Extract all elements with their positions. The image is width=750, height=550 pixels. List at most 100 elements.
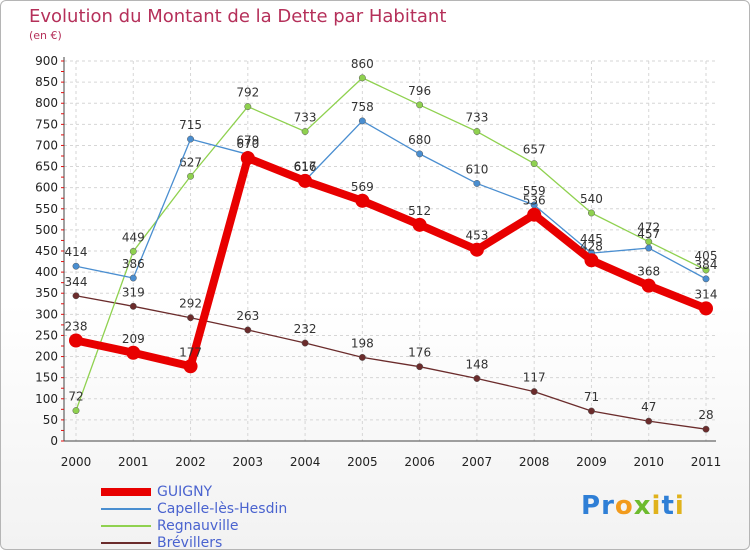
y-tick-label: 700 [35, 138, 58, 152]
data-label: 569 [351, 180, 374, 194]
data-label: 263 [236, 309, 259, 323]
y-tick-label: 800 [35, 96, 58, 110]
legend-swatch [101, 508, 151, 510]
data-label: 314 [695, 287, 718, 301]
data-label: 319 [122, 285, 145, 299]
data-label: 177 [179, 345, 202, 359]
x-tick-label: 2007 [462, 455, 493, 469]
data-point [72, 262, 80, 270]
data-point [358, 353, 366, 361]
series-line [75, 295, 707, 430]
legend-swatch [101, 525, 151, 527]
data-label: 72 [68, 390, 83, 404]
x-tick-label: 2001 [118, 455, 149, 469]
y-tick-label: 750 [35, 117, 58, 131]
x-tick-label: 2002 [175, 455, 206, 469]
data-point [72, 292, 80, 300]
y-tick-label: 100 [35, 392, 58, 406]
data-point [645, 417, 653, 425]
chart-title: Evolution du Montant de la Dette par Hab… [29, 6, 447, 27]
data-point [416, 150, 424, 158]
data-label: 238 [65, 320, 88, 334]
data-label: 344 [65, 275, 88, 289]
data-point [473, 179, 481, 187]
data-label: 384 [695, 258, 718, 272]
data-label: 670 [236, 137, 259, 151]
data-label: 148 [465, 358, 488, 372]
data-point [69, 333, 83, 348]
y-tick-label: 900 [35, 54, 58, 68]
x-tick-label: 2004 [290, 455, 321, 469]
data-label: 472 [637, 221, 660, 235]
data-point [412, 217, 427, 232]
data-point [416, 363, 424, 371]
y-tick-label: 200 [35, 350, 58, 364]
x-tick-label: 2009 [576, 455, 607, 469]
data-point [702, 266, 710, 274]
data-label: 445 [580, 232, 603, 246]
y-tick-label: 0 [50, 434, 58, 448]
y-tick-label: 550 [35, 202, 58, 216]
data-label: 368 [637, 265, 660, 279]
legend-label: Brévillers [157, 535, 223, 550]
y-tick-label: 350 [35, 286, 58, 300]
data-point [358, 117, 366, 125]
data-point [240, 151, 255, 166]
data-label: 860 [351, 57, 374, 71]
data-label: 536 [523, 194, 546, 208]
data-point [588, 209, 595, 217]
data-point [244, 326, 252, 334]
data-label: 657 [523, 143, 546, 157]
x-tick-label: 2003 [233, 455, 264, 469]
data-label: 414 [65, 245, 88, 259]
data-label: 796 [408, 84, 431, 98]
legend-label: Capelle-lès-Hesdin [157, 501, 288, 517]
x-tick-label: 2000 [61, 455, 92, 469]
data-label: 198 [351, 336, 374, 350]
data-point [183, 359, 198, 374]
data-label: 428 [580, 239, 603, 253]
data-label: 209 [122, 332, 145, 346]
data-point [129, 274, 137, 282]
data-point [527, 207, 542, 222]
data-point [187, 135, 194, 143]
data-label: 386 [122, 257, 145, 271]
data-point [530, 388, 538, 396]
data-point [298, 173, 313, 188]
data-label: 449 [122, 230, 145, 244]
data-label: 71 [584, 390, 599, 404]
data-label: 28 [698, 408, 713, 422]
data-label: 232 [294, 322, 317, 336]
data-label: 616 [294, 160, 317, 174]
legend-label: GUIGNY [157, 484, 213, 500]
y-tick-label: 650 [35, 160, 58, 174]
data-label: 733 [294, 111, 317, 125]
data-point [187, 314, 194, 322]
logo-letter: t [661, 491, 675, 521]
data-point [358, 74, 366, 82]
data-point [641, 278, 656, 293]
x-tick-label: 2010 [633, 455, 664, 469]
data-point [129, 302, 137, 310]
logo-letter: P [581, 491, 602, 521]
logo-letter: o [614, 491, 634, 521]
data-label: 47 [641, 400, 656, 414]
data-point [473, 375, 481, 382]
data-label: 680 [408, 133, 431, 147]
logo-letter: r [601, 491, 615, 521]
data-point [72, 407, 80, 415]
y-tick-label: 500 [35, 223, 58, 237]
data-label: 679 [236, 133, 259, 147]
data-label: 715 [179, 118, 202, 132]
logo-letter: i [674, 491, 685, 521]
x-tick-label: 2008 [519, 455, 550, 469]
data-label: 405 [695, 249, 718, 263]
data-label: 758 [351, 100, 374, 114]
proxiti-logo: Proxiti [581, 491, 685, 521]
legend-swatch [101, 488, 151, 496]
series-line [72, 154, 710, 371]
data-point [702, 275, 710, 283]
data-point [126, 345, 141, 360]
